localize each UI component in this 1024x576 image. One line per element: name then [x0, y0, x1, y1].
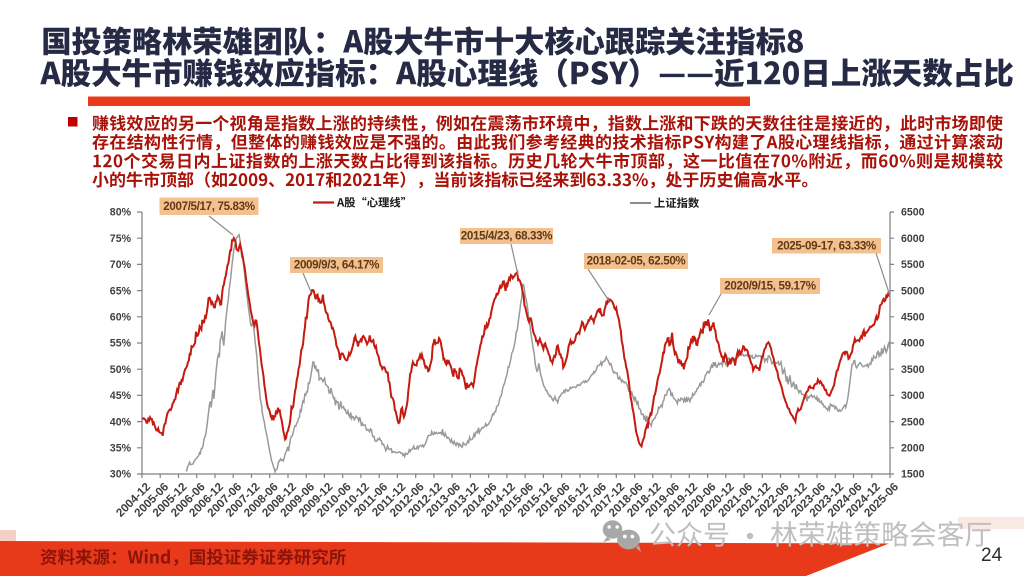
svg-text:3500: 3500	[901, 364, 925, 376]
svg-text:70%: 70%	[110, 259, 132, 271]
svg-text:2007/5/17, 75.83%: 2007/5/17, 75.83%	[163, 200, 254, 213]
svg-text:2009/9/3, 64.17%: 2009/9/3, 64.17%	[294, 259, 379, 272]
svg-text:4000: 4000	[901, 338, 925, 350]
svg-text:5500: 5500	[901, 259, 925, 271]
svg-text:45%: 45%	[110, 390, 132, 402]
svg-text:4500: 4500	[901, 312, 925, 324]
svg-text:80%: 80%	[110, 207, 132, 219]
svg-text:6500: 6500	[901, 207, 925, 219]
svg-text:1500: 1500	[901, 469, 925, 481]
svg-text:35%: 35%	[110, 443, 132, 455]
svg-text:40%: 40%	[110, 416, 132, 428]
svg-text:2018-02-05, 62.50%: 2018-02-05, 62.50%	[587, 255, 686, 268]
svg-text:2020/9/15, 59.17%: 2020/9/15, 59.17%	[724, 280, 815, 293]
svg-text:2000: 2000	[901, 443, 925, 455]
svg-text:24: 24	[981, 545, 1003, 566]
svg-text:3000: 3000	[901, 390, 925, 402]
svg-text:75%: 75%	[110, 233, 132, 245]
svg-text:65%: 65%	[110, 285, 132, 297]
svg-text:6000: 6000	[901, 233, 925, 245]
svg-text:50%: 50%	[110, 364, 132, 376]
svg-text:2500: 2500	[901, 416, 925, 428]
svg-text:5000: 5000	[901, 285, 925, 297]
svg-text:60%: 60%	[110, 312, 132, 324]
svg-text:2015/4/23, 68.33%: 2015/4/23, 68.33%	[461, 230, 552, 243]
svg-text:55%: 55%	[110, 338, 132, 350]
svg-text:2025-09-17, 63.33%: 2025-09-17, 63.33%	[777, 239, 876, 252]
svg-text:30%: 30%	[110, 469, 132, 481]
